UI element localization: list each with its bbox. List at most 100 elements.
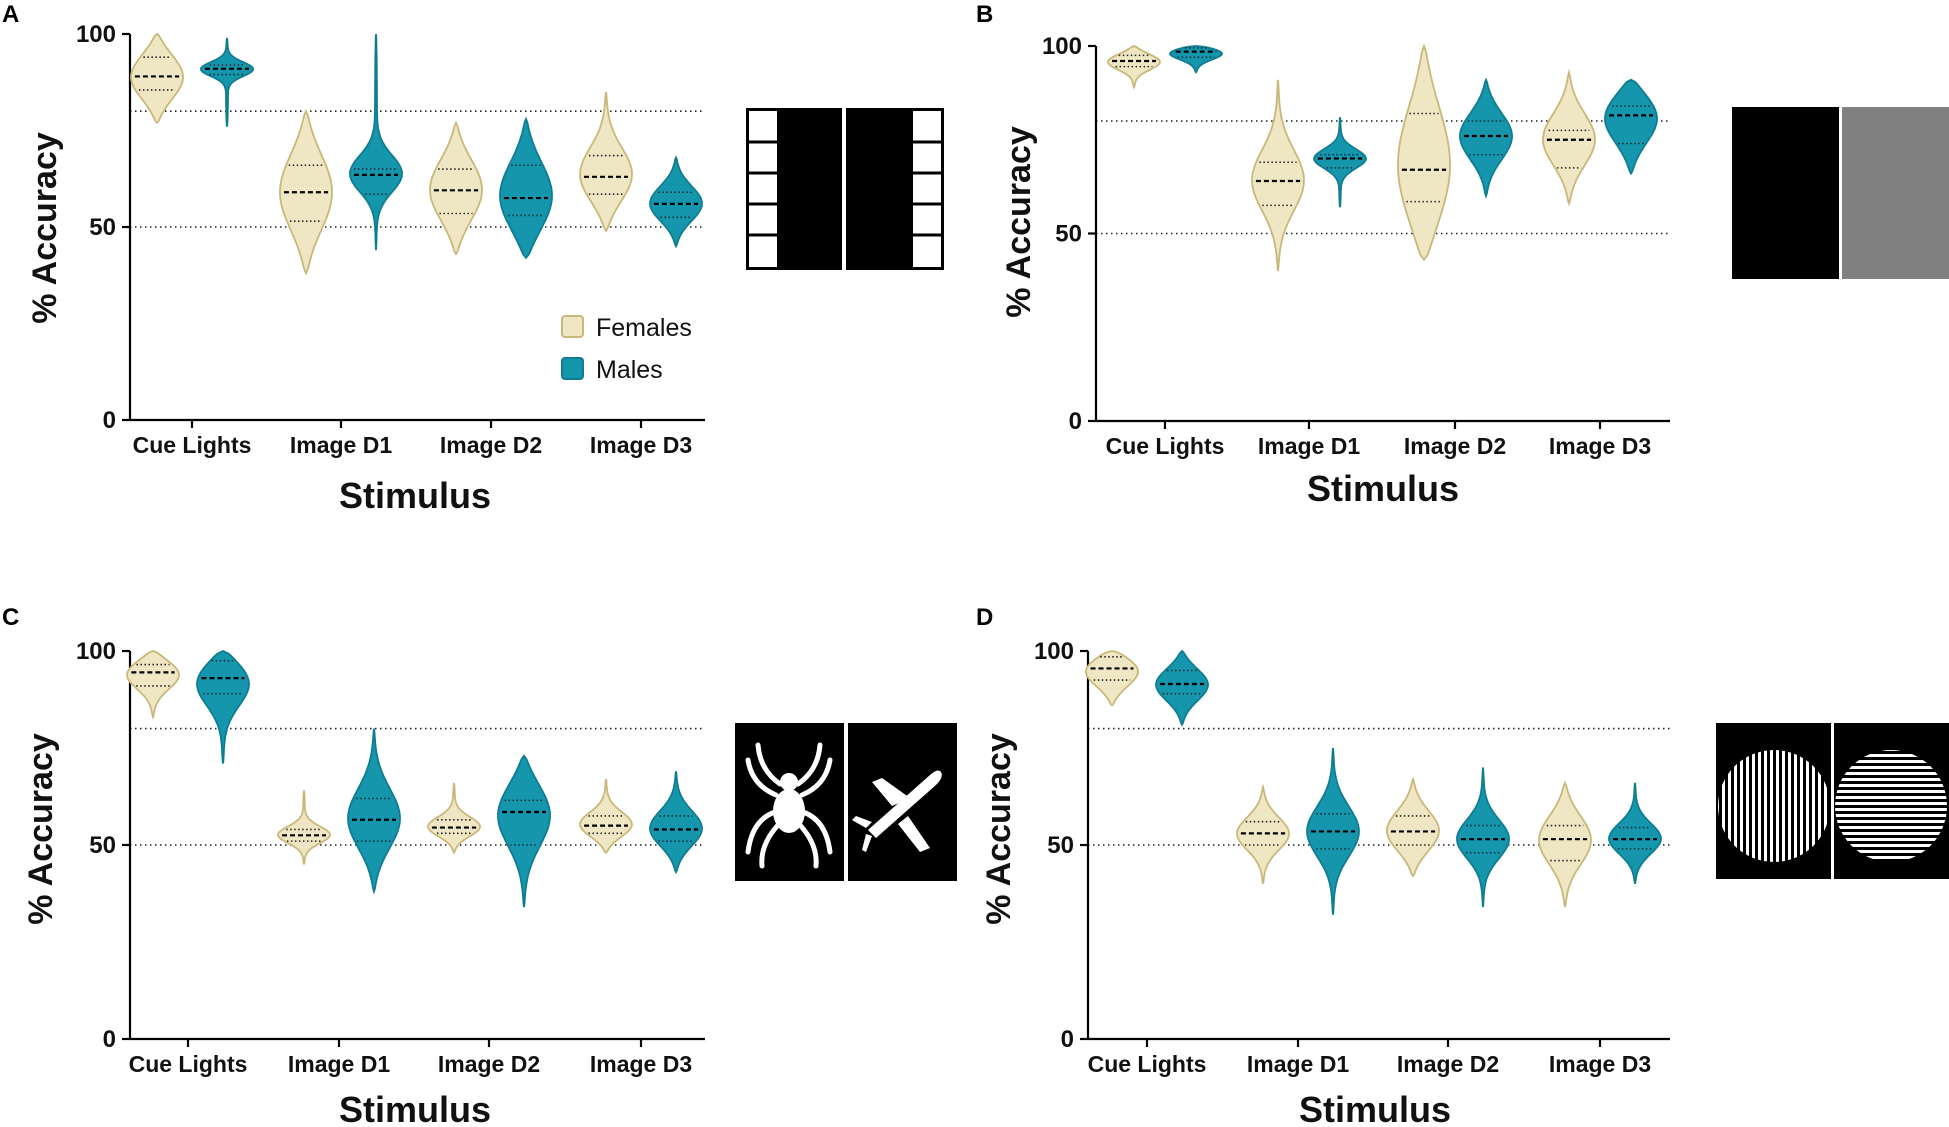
violin-body <box>196 650 250 764</box>
violin-body <box>1107 45 1161 90</box>
legend-swatch-males <box>561 357 584 380</box>
x-axis-title: Stimulus <box>1307 468 1459 509</box>
x-axis-title: Stimulus <box>339 475 491 516</box>
legend: Females Males <box>561 314 692 384</box>
y-axis-title: % Accuracy <box>26 132 64 324</box>
y-tick-label: 0 <box>103 407 116 434</box>
panel-c: C 0 50 100 Cue Lights Image D1 Image D2 Image … <box>2 604 957 1127</box>
y-tick-label: 50 <box>1055 221 1082 248</box>
grating-stripe <box>1812 750 1815 862</box>
y-tick-label: 100 <box>76 638 116 665</box>
violin-females-cue-lights <box>1085 650 1139 707</box>
violin-females-image-d1 <box>1236 783 1290 884</box>
x-axis-title: Stimulus <box>1299 1089 1451 1127</box>
stimulus-image-black-gray-icon <box>1732 107 1949 279</box>
grating-stripe <box>1752 750 1755 862</box>
violin-females-image-d1 <box>277 790 331 865</box>
grating-stripe <box>1770 750 1773 862</box>
panel-letter-a: A <box>2 1 19 28</box>
violin-females-image-d3 <box>579 91 633 233</box>
y-tick-label: 0 <box>1061 1026 1074 1053</box>
x-tick-label: Image D3 <box>590 1051 692 1077</box>
stimulus-image-grid-icon <box>746 108 944 270</box>
grating-stripe <box>1746 750 1749 862</box>
violin-body <box>1608 782 1662 884</box>
violin-body <box>1397 43 1451 262</box>
x-tick-label: Cue Lights <box>1106 433 1225 459</box>
violin-males-image-d3 <box>1608 782 1662 884</box>
grating-stripe <box>1788 750 1791 862</box>
violin-body <box>200 37 254 127</box>
x-tick-label: Image D1 <box>1258 433 1360 459</box>
violin-body <box>130 32 184 125</box>
y-tick-label: 0 <box>1069 408 1082 435</box>
x-tick-label: Image D1 <box>288 1051 390 1077</box>
grating-stripe <box>1835 808 1947 811</box>
grating-stripe <box>1800 750 1803 862</box>
grating-stripe <box>1835 826 1947 829</box>
violin-females-image-d3 <box>1542 68 1596 207</box>
grating-stripe <box>1835 796 1947 799</box>
panel-a: A 0 50 100 Cue Lights Image D1 Image D2 Image … <box>2 1 944 516</box>
panel-letter-c: C <box>2 604 19 631</box>
y-tick-label: 50 <box>1047 832 1074 859</box>
violin-males-cue-lights <box>1155 649 1209 727</box>
violin-males-image-d2 <box>1459 77 1513 199</box>
violin-females-image-d2 <box>429 120 483 256</box>
x-tick-label: Image D2 <box>440 432 542 458</box>
violin-males-image-d1 <box>1306 747 1360 915</box>
violin-body <box>1604 78 1658 176</box>
x-tick-label: Image D2 <box>1397 1051 1499 1077</box>
panel-d: D 0 50 100 Cue Lights Image D1 Image D2 Image … <box>976 604 1949 1127</box>
violin-males-image-d2 <box>1456 767 1510 908</box>
airplane-icon <box>852 770 942 852</box>
grating-stripe <box>1835 814 1947 817</box>
violin-body <box>1306 747 1360 915</box>
y-tick-label: 100 <box>1042 33 1082 60</box>
violin-body <box>279 108 333 276</box>
grating-stripe <box>1776 750 1779 862</box>
x-tick-label: Cue Lights <box>133 432 252 458</box>
violin-body <box>347 728 401 895</box>
grating-stripe <box>1835 802 1947 805</box>
violin-males-image-d3 <box>649 155 703 249</box>
violin-body <box>499 116 553 260</box>
y-axis-title: % Accuracy <box>22 733 60 925</box>
x-tick-label: Image D1 <box>290 432 392 458</box>
panel-letter-b: B <box>976 1 993 28</box>
grating-stripe <box>1740 750 1743 862</box>
violin-males-cue-lights <box>196 650 250 764</box>
violin-females-image-d3 <box>1538 780 1592 908</box>
violin-body <box>1542 68 1596 207</box>
legend-swatch-females <box>561 315 584 338</box>
violin-males-image-d2 <box>497 754 551 908</box>
x-tick-label: Image D3 <box>1549 433 1651 459</box>
violin-body <box>1459 77 1513 199</box>
violin-body <box>579 91 633 233</box>
y-axis-title: % Accuracy <box>1000 126 1038 318</box>
grating-stripe <box>1734 750 1737 862</box>
grating-stripe <box>1835 784 1947 787</box>
grating-stripe <box>1835 820 1947 823</box>
x-tick-label: Image D1 <box>1247 1051 1349 1077</box>
violin-females-image-d2 <box>1386 776 1440 878</box>
grating-stripe <box>1824 750 1827 862</box>
legend-label-males: Males <box>596 356 663 384</box>
violin-body <box>649 155 703 249</box>
stimulus-image-spider-airplane-icon <box>735 723 957 881</box>
violin-body <box>1251 79 1305 272</box>
grating-stripe <box>1835 850 1947 853</box>
violin-males-image-d3 <box>649 771 703 875</box>
violin-females-cue-lights <box>1107 45 1161 90</box>
panel-letter-d: D <box>976 604 993 631</box>
violin-males-image-d1 <box>349 33 403 251</box>
grating-stripe <box>1718 750 1719 862</box>
grating-stripe <box>1835 790 1947 793</box>
violin-body <box>427 782 481 855</box>
x-tick-label: Cue Lights <box>1088 1051 1207 1077</box>
grating-stripe <box>1764 750 1767 862</box>
panel-b: B 0 50 100 Cue Lights Image D1 Image D2 Image … <box>976 1 1949 509</box>
violin-females-image-d1 <box>1251 79 1305 272</box>
grating-stripe <box>1835 844 1947 847</box>
